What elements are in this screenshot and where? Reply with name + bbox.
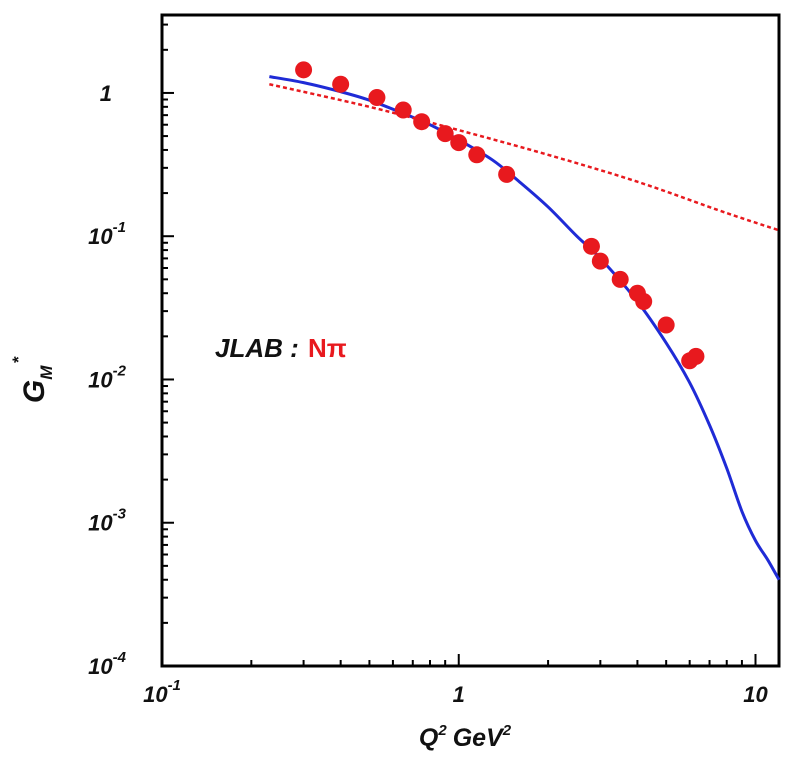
annotation-channel: Nπ xyxy=(308,333,347,363)
data-point xyxy=(611,270,629,288)
y-tick-label: 10-4 xyxy=(88,649,126,679)
annotation-source: JLAB : xyxy=(215,333,299,363)
data-points xyxy=(295,61,705,370)
data-point xyxy=(436,125,454,143)
data-point xyxy=(394,101,412,119)
data-point xyxy=(635,293,653,311)
plot-frame xyxy=(160,13,781,668)
series-line-dashed xyxy=(269,83,780,232)
y-tick-label: 10-1 xyxy=(88,219,126,249)
x-tick-label: 1 xyxy=(453,682,465,707)
data-point xyxy=(498,165,516,183)
x-tick-label: 10-1 xyxy=(143,677,181,707)
y-axis-label: GM* xyxy=(9,356,56,404)
axis-ticks: 10-1 1 10 1 10-1 10-2 10-3 10-4 xyxy=(88,23,768,707)
x-tick-label: 10 xyxy=(743,682,768,707)
data-point xyxy=(657,316,675,334)
y-tick-label: 10-2 xyxy=(88,362,126,392)
data-point xyxy=(413,113,431,131)
data-point xyxy=(295,61,313,79)
x-axis-label: Q2 GeV2 xyxy=(419,722,512,752)
data-point xyxy=(332,75,350,93)
data-point xyxy=(591,252,609,270)
y-tick-label: 1 xyxy=(100,81,112,106)
data-point xyxy=(450,134,468,152)
series-line-solid xyxy=(269,75,781,581)
data-point xyxy=(468,146,486,164)
data-point xyxy=(368,88,386,106)
y-tick-label: 10-3 xyxy=(88,506,126,536)
series-lines xyxy=(269,75,781,581)
data-point xyxy=(582,237,600,255)
data-point xyxy=(687,347,705,365)
